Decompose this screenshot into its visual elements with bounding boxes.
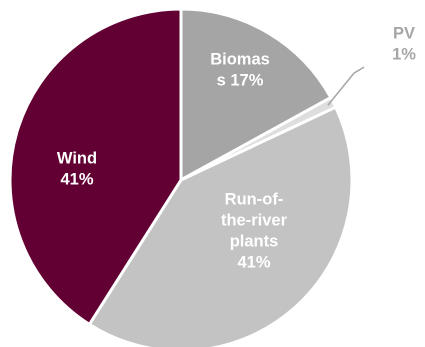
data-label-line: plants bbox=[230, 233, 279, 251]
data-label-run-of-the-river-plants-41: Run-of-the-river plants 41% bbox=[221, 191, 288, 272]
data-label-line: Wind bbox=[57, 150, 97, 168]
leader-line-pv-1 bbox=[327, 66, 365, 106]
data-label-line: Run-of- bbox=[225, 191, 284, 209]
data-label-pv-1: PV 1% bbox=[392, 25, 416, 64]
data-label-wind-41: Wind 41% bbox=[57, 150, 97, 189]
pie-slice-biomas-s-17 bbox=[179, 7, 333, 182]
pie-slice-wind-41 bbox=[8, 7, 183, 326]
data-label-line: PV bbox=[393, 25, 415, 43]
data-label-line: 41% bbox=[60, 171, 93, 189]
data-label-line: Biomas bbox=[210, 51, 270, 69]
data-label-line: s 17% bbox=[217, 72, 264, 90]
data-label-line: 41% bbox=[237, 254, 270, 272]
data-label-line: 1% bbox=[392, 46, 416, 64]
data-label-line: the-river bbox=[221, 212, 288, 230]
data-label-biomas-s-17: Biomas s 17% bbox=[210, 51, 270, 90]
